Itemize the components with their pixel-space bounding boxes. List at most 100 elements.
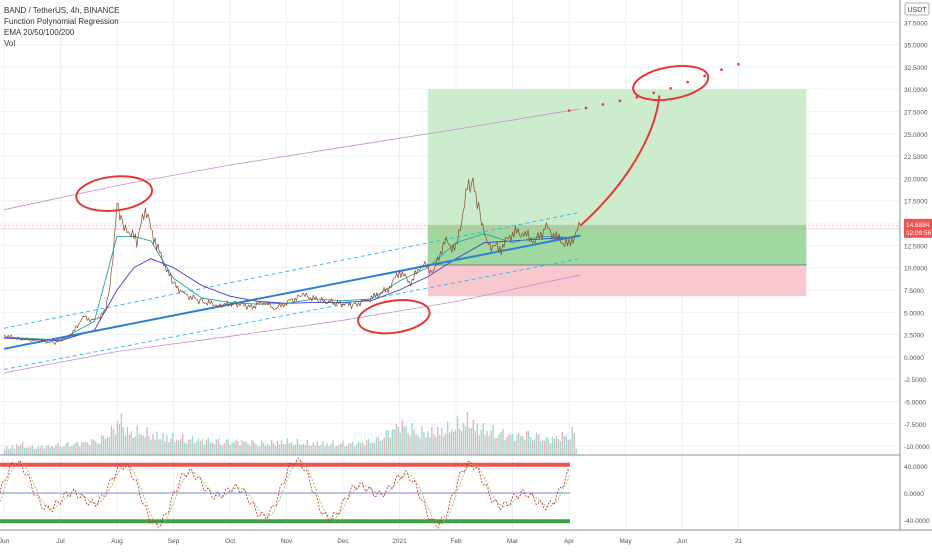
volume-bar (444, 433, 447, 455)
projection-dot (601, 103, 605, 106)
ema-slow-line[interactable] (3, 235, 581, 342)
volume-bar (537, 434, 540, 455)
volume-bar (96, 443, 99, 455)
volume-bar (367, 438, 370, 455)
volume-bar (417, 435, 419, 455)
target-circle-annotation[interactable] (630, 61, 710, 106)
volume-bar (385, 430, 388, 455)
symbol-title: BAND / TetherUS, 4h, BINANCE (4, 6, 119, 15)
x-tick-label: Sep (168, 538, 180, 545)
volume-bar (421, 425, 423, 455)
volume-bar (533, 439, 536, 455)
volume-bar (55, 444, 57, 455)
volume-bar (276, 440, 279, 455)
volume-bar (49, 447, 51, 455)
y-tick-label: 12.5000 (904, 243, 928, 250)
volume-bar (342, 440, 344, 455)
volume-bar (268, 445, 271, 455)
volume-bar (512, 433, 514, 455)
volume-bar (381, 439, 384, 455)
volume-bar (322, 441, 324, 455)
volume-bar (478, 435, 480, 455)
last-price-tag: 14.6884 02:09:56 (904, 218, 932, 238)
x-tick-label: Jul (56, 538, 65, 545)
volume-bar (510, 434, 512, 455)
volume-bar (178, 440, 180, 455)
volume-bar (350, 443, 352, 455)
osc-upper-level[interactable] (0, 462, 570, 467)
volume-bar (15, 443, 18, 455)
volume-bar (354, 446, 356, 455)
volume-bar (437, 426, 439, 455)
outer-channel-lower[interactable] (3, 274, 581, 374)
projection-dot (703, 74, 706, 78)
regression-lower-band[interactable] (3, 258, 581, 370)
volume-bar (170, 438, 172, 455)
volume-bar (261, 440, 263, 455)
osc-signal-line[interactable] (0, 460, 571, 526)
volume-bar (492, 425, 494, 455)
volume-bar (326, 443, 328, 455)
projection-dot (652, 91, 656, 95)
indicator-label[interactable]: EMA 20/50/100/200 (4, 28, 75, 37)
volume-bar (87, 442, 89, 455)
bottom-circle-annotation[interactable] (356, 296, 432, 338)
volume-bar (241, 440, 243, 455)
projection-arrow[interactable] (579, 95, 661, 227)
volume-bar (571, 426, 573, 455)
outer-channel-upper[interactable] (3, 108, 581, 211)
ema-fast-line[interactable] (3, 233, 581, 341)
volume-bar (391, 429, 393, 455)
top-circle-annotation[interactable] (75, 173, 154, 215)
bar-countdown: 02:09:56 (906, 230, 932, 237)
volume-bar (47, 444, 49, 455)
volume-bar (23, 447, 26, 455)
x-tick-label: Feb (450, 538, 462, 545)
volume-bar (363, 445, 366, 455)
volume-bar (89, 445, 91, 455)
volume-bar (176, 439, 178, 455)
regression-line[interactable] (3, 234, 581, 350)
volume-bar (446, 421, 449, 455)
volume-bar (183, 442, 186, 455)
x-tick-label: Aug (111, 538, 123, 545)
volume-bar (567, 440, 569, 455)
volume-bar (120, 413, 123, 455)
osc-tick-label: 40.0000 (904, 464, 928, 471)
volume-bar (575, 448, 577, 455)
volume-bar (314, 445, 316, 455)
volume-bar (239, 445, 241, 455)
volume-bar (278, 444, 281, 455)
volume-bar (563, 435, 566, 455)
volume-bar (144, 437, 146, 455)
volume-bar (193, 443, 196, 455)
volume-bar (124, 435, 127, 455)
volume-bar (73, 444, 75, 455)
volume-bar (298, 444, 301, 455)
volume-bar (393, 429, 395, 455)
volume-bar (332, 440, 334, 455)
volume-bar (7, 449, 10, 455)
projection-dot (618, 99, 622, 103)
profit-zone-entry[interactable] (427, 224, 807, 265)
price-line[interactable] (3, 177, 581, 345)
osc-lower-level[interactable] (0, 519, 570, 524)
volume-bar (128, 434, 130, 455)
currency-badge[interactable] (904, 2, 930, 16)
x-tick-label: Mar (507, 538, 519, 545)
indicator-label[interactable]: Vol (4, 39, 15, 48)
volume-bar (286, 438, 289, 455)
volume-bar (530, 436, 532, 455)
loss-zone[interactable] (427, 264, 807, 297)
volume-bar (130, 431, 132, 455)
profit-zone[interactable] (427, 89, 807, 225)
volume-bar (259, 446, 261, 455)
volume-bar (535, 432, 538, 455)
indicator-label[interactable]: Function Polynomial Regression (4, 17, 119, 26)
volume-bar (249, 445, 251, 455)
volume-bar (340, 443, 342, 455)
volume-bar (134, 436, 136, 455)
volume-bar (472, 419, 475, 455)
